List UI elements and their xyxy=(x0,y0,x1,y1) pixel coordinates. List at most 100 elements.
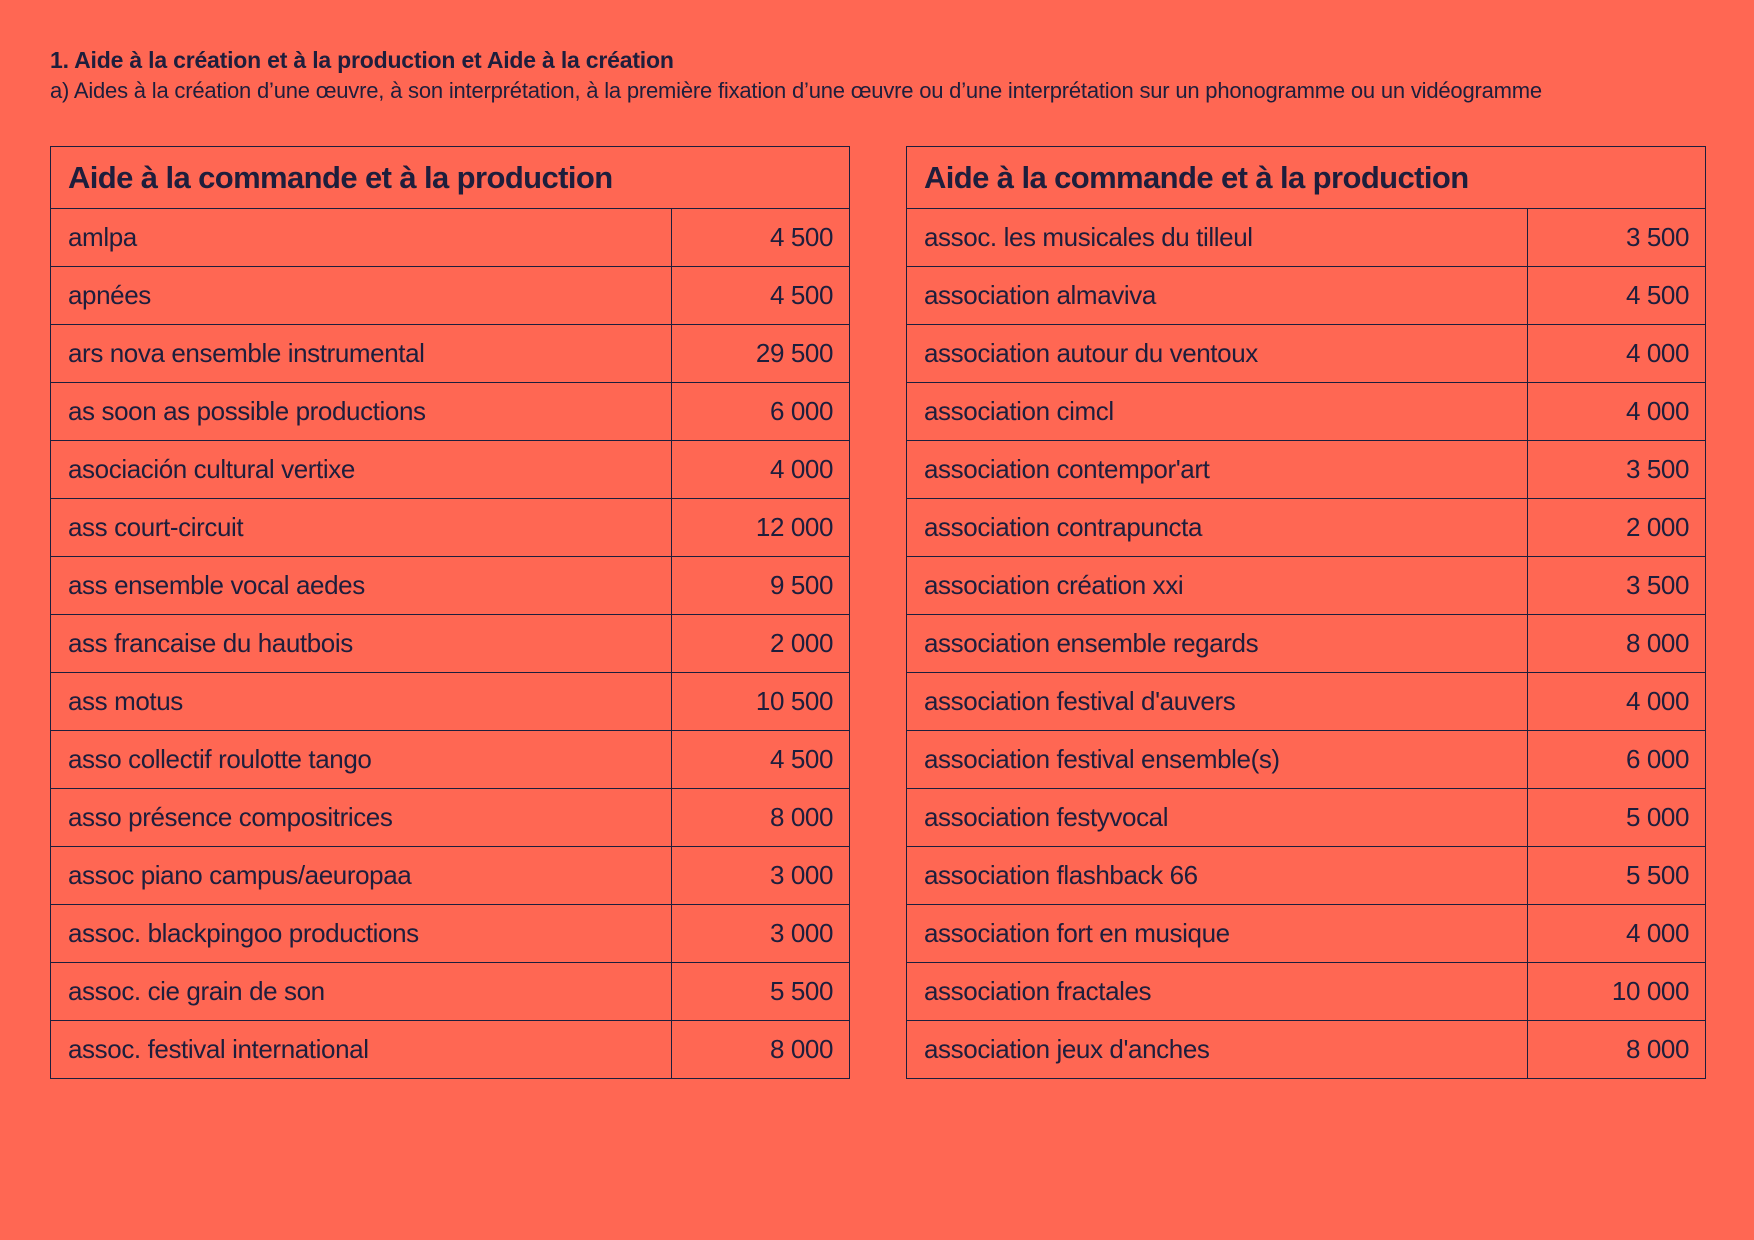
recipient-name-cell: assoc. les musicales du tilleul xyxy=(906,208,1528,267)
recipient-name-cell: association flashback 66 xyxy=(906,846,1528,905)
amount-cell: 8 000 xyxy=(670,788,851,847)
section-title: 1. Aide à la création et à la production… xyxy=(50,47,674,73)
table-row: association fort en musique 4 000 xyxy=(906,904,1707,963)
table-row: association festival ensemble(s) 6 000 xyxy=(906,730,1707,789)
amount-cell: 5 500 xyxy=(670,962,851,1021)
table-row: asso collectif roulotte tango 4 500 xyxy=(50,730,851,789)
grants-table-left: Aide à la commande et à la production am… xyxy=(49,146,851,1079)
amount-cell: 3 000 xyxy=(670,904,851,963)
recipient-name-cell: association autour du ventoux xyxy=(906,324,1528,383)
amount-cell: 5 500 xyxy=(1526,846,1707,905)
table-row: assoc. blackpingoo productions 3 000 xyxy=(50,904,851,963)
section-heading: 1. Aide à la création et à la production… xyxy=(50,44,1710,106)
table-row: ass francaise du hautbois 2 000 xyxy=(50,614,851,673)
recipient-name-cell: assoc. festival international xyxy=(50,1020,672,1079)
recipient-name-cell: association fort en musique xyxy=(906,904,1528,963)
table-row: association ensemble regards 8 000 xyxy=(906,614,1707,673)
table-row: association création xxi 3 500 xyxy=(906,556,1707,615)
table-row: association festival d'auvers 4 000 xyxy=(906,672,1707,731)
amount-cell: 3 000 xyxy=(670,846,851,905)
table-row: asso présence compositrices 8 000 xyxy=(50,788,851,847)
table-header-row: Aide à la commande et à la production xyxy=(905,146,1707,209)
amount-cell: 2 000 xyxy=(1526,498,1707,557)
amount-cell: 12 000 xyxy=(670,498,851,557)
amount-cell: 3 500 xyxy=(1526,556,1707,615)
table-row: association autour du ventoux 4 000 xyxy=(906,324,1707,383)
amount-cell: 4 000 xyxy=(1526,904,1707,963)
table-header-row: Aide à la commande et à la production xyxy=(49,146,851,209)
table-header: Aide à la commande et à la production xyxy=(49,146,851,209)
table-row: assoc. festival international 8 000 xyxy=(50,1020,851,1079)
table-row: association contrapuncta 2 000 xyxy=(906,498,1707,557)
recipient-name-cell: assoc piano campus/aeuropaa xyxy=(50,846,672,905)
recipient-name-cell: asociación cultural vertixe xyxy=(50,440,672,499)
table-row: apnées 4 500 xyxy=(50,266,851,325)
recipient-name-cell: assoc. cie grain de son xyxy=(50,962,672,1021)
amount-cell: 4 500 xyxy=(670,208,851,267)
table-row: association jeux d'anches 8 000 xyxy=(906,1020,1707,1079)
recipient-name-cell: ass motus xyxy=(50,672,672,731)
table-row: ass ensemble vocal aedes 9 500 xyxy=(50,556,851,615)
table-row: asociación cultural vertixe 4 000 xyxy=(50,440,851,499)
amount-cell: 10 500 xyxy=(670,672,851,731)
table-row: ass motus 10 500 xyxy=(50,672,851,731)
table-header: Aide à la commande et à la production xyxy=(905,146,1707,209)
amount-cell: 29 500 xyxy=(670,324,851,383)
amount-cell: 8 000 xyxy=(1526,614,1707,673)
amount-cell: 4 000 xyxy=(1526,672,1707,731)
amount-cell: 6 000 xyxy=(670,382,851,441)
recipient-name-cell: association festyvocal xyxy=(906,788,1528,847)
amount-cell: 5 000 xyxy=(1526,788,1707,847)
recipient-name-cell: apnées xyxy=(50,266,672,325)
table-row: ass court-circuit 12 000 xyxy=(50,498,851,557)
recipient-name-cell: asso collectif roulotte tango xyxy=(50,730,672,789)
recipient-name-cell: association almaviva xyxy=(906,266,1528,325)
grants-table-right: Aide à la commande et à la production as… xyxy=(905,146,1707,1079)
recipient-name-cell: ars nova ensemble instrumental xyxy=(50,324,672,383)
table-row: association flashback 66 5 500 xyxy=(906,846,1707,905)
amount-cell: 4 000 xyxy=(1526,324,1707,383)
recipient-name-cell: association contrapuncta xyxy=(906,498,1528,557)
table-row: as soon as possible productions 6 000 xyxy=(50,382,851,441)
amount-cell: 3 500 xyxy=(1526,440,1707,499)
section-subtitle: a) Aides à la création d’une œuvre, à so… xyxy=(50,78,1542,103)
amount-cell: 10 000 xyxy=(1526,962,1707,1021)
recipient-name-cell: association création xxi xyxy=(906,556,1528,615)
table-row: association contempor'art 3 500 xyxy=(906,440,1707,499)
recipient-name-cell: association ensemble regards xyxy=(906,614,1528,673)
table-row: assoc piano campus/aeuropaa 3 000 xyxy=(50,846,851,905)
recipient-name-cell: asso présence compositrices xyxy=(50,788,672,847)
recipient-name-cell: association contempor'art xyxy=(906,440,1528,499)
table-body: assoc. les musicales du tilleul 3 500 asso… xyxy=(906,208,1707,1079)
recipient-name-cell: ass court-circuit xyxy=(50,498,672,557)
recipient-name-cell: ass ensemble vocal aedes xyxy=(50,556,672,615)
amount-cell: 6 000 xyxy=(1526,730,1707,789)
table-row: association festyvocal 5 000 xyxy=(906,788,1707,847)
amount-cell: 4 000 xyxy=(1526,382,1707,441)
table-body: amlpa 4 500 apnées 4 500 ars nova ensemble i… xyxy=(50,208,851,1079)
amount-cell: 4 000 xyxy=(670,440,851,499)
amount-cell: 8 000 xyxy=(1526,1020,1707,1079)
table-row: association fractales 10 000 xyxy=(906,962,1707,1021)
recipient-name-cell: association festival ensemble(s) xyxy=(906,730,1528,789)
table-row: association almaviva 4 500 xyxy=(906,266,1707,325)
recipient-name-cell: association cimcl xyxy=(906,382,1528,441)
table-row: assoc. cie grain de son 5 500 xyxy=(50,962,851,1021)
amount-cell: 9 500 xyxy=(670,556,851,615)
amount-cell: 4 500 xyxy=(1526,266,1707,325)
table-row: amlpa 4 500 xyxy=(50,208,851,267)
amount-cell: 2 000 xyxy=(670,614,851,673)
amount-cell: 4 500 xyxy=(670,730,851,789)
table-row: assoc. les musicales du tilleul 3 500 xyxy=(906,208,1707,267)
table-row: ars nova ensemble instrumental 29 500 xyxy=(50,324,851,383)
recipient-name-cell: association jeux d'anches xyxy=(906,1020,1528,1079)
amount-cell: 4 500 xyxy=(670,266,851,325)
table-row: association cimcl 4 000 xyxy=(906,382,1707,441)
recipient-name-cell: ass francaise du hautbois xyxy=(50,614,672,673)
amount-cell: 8 000 xyxy=(670,1020,851,1079)
recipient-name-cell: association festival d'auvers xyxy=(906,672,1528,731)
recipient-name-cell: assoc. blackpingoo productions xyxy=(50,904,672,963)
amount-cell: 3 500 xyxy=(1526,208,1707,267)
recipient-name-cell: amlpa xyxy=(50,208,672,267)
recipient-name-cell: association fractales xyxy=(906,962,1528,1021)
